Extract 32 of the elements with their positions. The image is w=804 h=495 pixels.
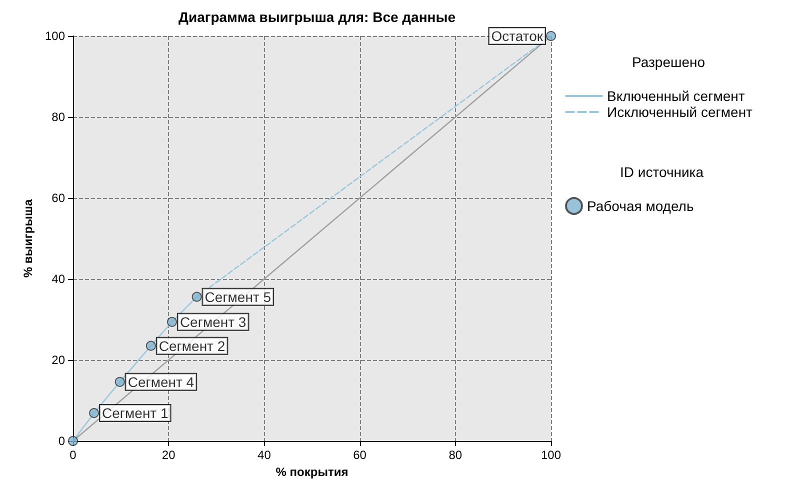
point — [166, 316, 177, 327]
annotation: Сегмент 1 — [102, 405, 168, 422]
legend-label: Исключенный сегмент — [607, 104, 754, 120]
x-tick-label: 60 — [353, 448, 367, 462]
y-tick-label: 100 — [44, 29, 66, 43]
x-tick-label: 80 — [448, 448, 462, 462]
annotation: Сегмент 5 — [204, 288, 272, 305]
legend-label: Рабочая модель — [587, 198, 694, 214]
annotation: Сегмент 3 — [180, 314, 246, 330]
point — [114, 376, 125, 387]
x-tick-label: 0 — [70, 448, 77, 462]
text: ID источника — [620, 164, 704, 180]
point — [146, 340, 156, 351]
annotation: Сегмент 4 — [128, 374, 194, 390]
y-tick-label: 0 — [58, 434, 66, 448]
y-tick-label: 80 — [52, 110, 66, 124]
y-tick-label: 20 — [52, 353, 66, 367]
y-tick-label: 40 — [52, 272, 66, 286]
point — [546, 31, 556, 41]
x-tick-label: 100 — [540, 448, 562, 462]
legend-label: Включенный сегмент — [607, 88, 746, 104]
annotation: Остаток — [491, 28, 544, 44]
x-tick-label: 20 — [162, 448, 176, 462]
point — [89, 408, 100, 418]
y-axis-title: % выигрыша — [21, 199, 36, 278]
annotation: Сегмент 2 — [158, 338, 226, 354]
chart-title: Диаграмма выигрыша для: Все данные — [178, 9, 456, 25]
legend-title: Разрешено — [632, 54, 706, 70]
y-tick-label: 60 — [52, 191, 66, 205]
x-axis-title: % покрытия — [276, 464, 348, 479]
point — [192, 292, 202, 302]
x-tick-label: 40 — [258, 448, 272, 462]
